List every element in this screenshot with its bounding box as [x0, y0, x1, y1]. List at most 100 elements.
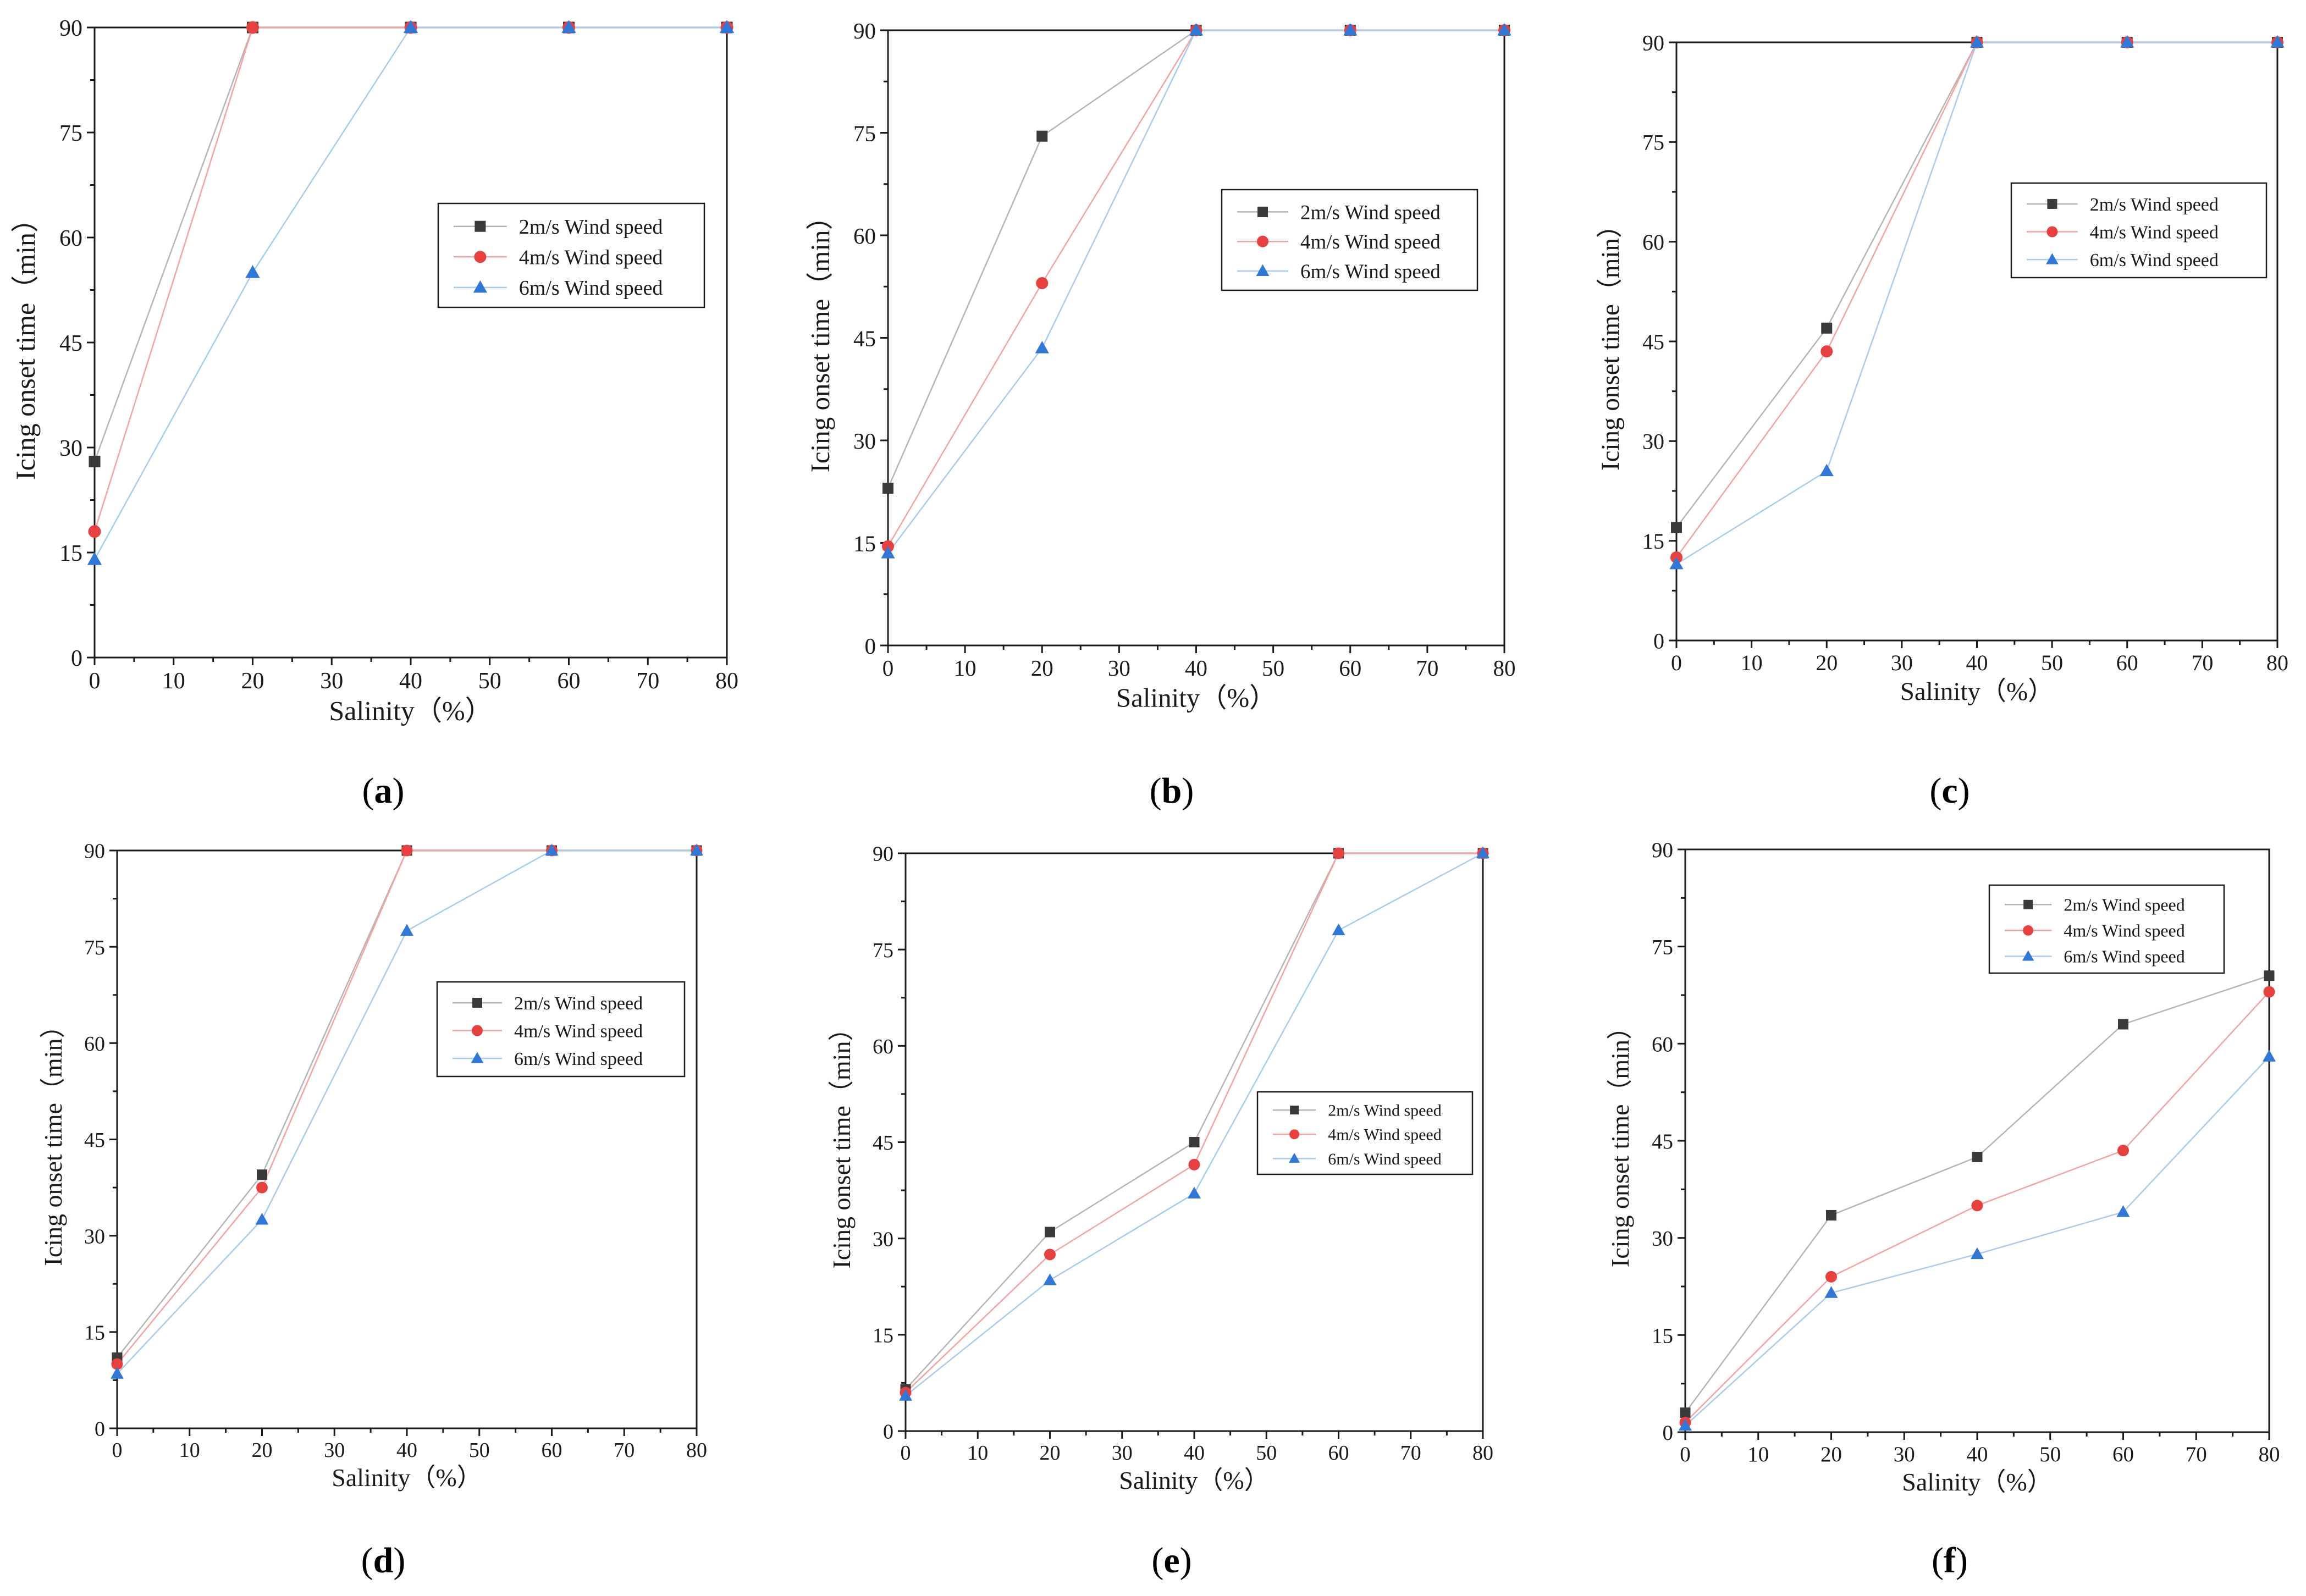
x-tick-label: 70 — [636, 669, 659, 694]
data-point-3 — [1824, 1286, 1838, 1298]
data-point-2 — [2117, 1145, 2129, 1157]
y-tick-label: 30 — [1642, 429, 1664, 454]
x-tick-label: 50 — [478, 669, 501, 694]
legend-marker — [472, 1025, 483, 1036]
legend-marker — [471, 1052, 484, 1063]
legend-label: 6m/s Wind speed — [519, 277, 663, 300]
x-tick-label: 60 — [542, 1439, 562, 1462]
x-tick-label: 50 — [1262, 655, 1284, 681]
x-tick-label: 80 — [1493, 655, 1516, 681]
x-tick-label: 30 — [320, 669, 343, 694]
series-line-3 — [1676, 41, 2277, 565]
legend-marker — [2022, 950, 2034, 961]
y-tick-label: 15 — [1652, 1324, 1673, 1348]
y-tick-label: 0 — [1663, 1421, 1674, 1445]
x-axis-title: Salinity（%） — [1902, 1468, 2052, 1496]
y-tick-label: 30 — [59, 436, 82, 461]
y-tick-label: 30 — [853, 428, 876, 454]
x-tick-label: 70 — [614, 1439, 635, 1462]
chart-panel-c: 0 10 20 30 40 50 60 70 80 0 15 30 45 60 75 90 Salinity（%… — [1596, 30, 2288, 811]
data-point-3 — [87, 552, 102, 565]
legend: 2m/s Wind speed 4m/s Wind speed 6m/s Wind … — [1221, 189, 1479, 291]
y-tick-label: 90 — [1642, 30, 1664, 55]
data-point-1 — [1972, 1151, 1983, 1162]
data-point-2 — [88, 525, 101, 538]
chart-panel-a: 0 10 20 30 40 50 60 70 80 0 15 30 45 60 75 90 Salinity（%… — [10, 16, 738, 811]
data-point-3 — [881, 546, 895, 559]
data-point-1 — [1045, 1227, 1055, 1238]
data-point-2 — [1036, 277, 1049, 290]
data-point-3 — [2116, 1205, 2130, 1217]
x-tick-label: 30 — [1108, 655, 1130, 681]
y-axis-title: Icing onset time（min） — [1596, 212, 1625, 471]
x-tick-label: 80 — [1472, 1442, 1493, 1465]
x-tick-label: 60 — [1328, 1442, 1349, 1465]
y-tick-label: 90 — [1652, 838, 1673, 862]
legend-label: 4m/s Wind speed — [519, 246, 663, 269]
x-tick-label: 0 — [1680, 1443, 1691, 1466]
x-tick-label: 20 — [252, 1439, 273, 1462]
data-point-3 — [690, 843, 703, 855]
data-point-3 — [1819, 463, 1834, 477]
y-tick-label: 0 — [865, 633, 876, 659]
legend-marker — [2046, 226, 2058, 238]
y-axis-title: Icing onset time（min） — [827, 1016, 856, 1269]
x-tick-label: 0 — [112, 1439, 123, 1462]
data-point-1 — [1826, 1210, 1836, 1221]
data-point-2 — [401, 844, 413, 857]
x-axis-title: Salinity（%） — [332, 1464, 482, 1492]
data-point-1 — [2264, 970, 2275, 981]
chart-panel-b: 0 10 20 30 40 50 60 70 80 0 15 30 45 60 75 90 Salinity（%… — [805, 18, 1516, 811]
legend-label: 2m/s Wind speed — [1300, 201, 1441, 224]
y-tick-label: 75 — [853, 120, 876, 146]
panel-label: (c) — [1929, 771, 1970, 811]
data-point-3 — [2263, 1050, 2276, 1062]
x-tick-label: 80 — [686, 1439, 707, 1462]
panel-label: (d) — [361, 1540, 406, 1581]
x-tick-label: 40 — [399, 669, 422, 694]
y-tick-label: 75 — [1652, 936, 1673, 959]
legend-marker — [2023, 899, 2033, 909]
data-point-2 — [2263, 986, 2275, 998]
x-tick-label: 0 — [901, 1442, 911, 1465]
legend: 2m/s Wind speed 4m/s Wind speed 6m/s Wind … — [1256, 1091, 1474, 1175]
x-tick-label: 10 — [1747, 1443, 1769, 1466]
data-point-1 — [1189, 1137, 1200, 1147]
data-point-3 — [1189, 23, 1204, 36]
y-tick-label: 0 — [95, 1418, 105, 1441]
data-point-1 — [257, 1169, 267, 1180]
panel-label: (f) — [1932, 1540, 1968, 1581]
x-tick-label: 40 — [1966, 650, 1988, 675]
data-point-2 — [246, 21, 259, 34]
x-tick-label: 10 — [162, 669, 185, 694]
data-point-1 — [2118, 1019, 2128, 1030]
y-tick-label: 0 — [1653, 628, 1664, 653]
legend-marker — [474, 251, 487, 263]
panel-label: (b) — [1150, 771, 1194, 811]
x-tick-label: 20 — [1040, 1442, 1061, 1465]
x-tick-label: 40 — [1184, 1442, 1205, 1465]
y-tick-label: 45 — [1652, 1130, 1673, 1153]
legend-marker — [1257, 206, 1268, 217]
x-tick-label: 20 — [241, 669, 264, 694]
data-point-3 — [245, 264, 260, 278]
y-tick-label: 15 — [853, 531, 876, 556]
x-tick-label: 70 — [2191, 650, 2213, 675]
chart-panel-d: 0 10 20 30 40 50 60 70 80 0 15 30 45 60 75 90 Salinity（%… — [39, 840, 707, 1581]
y-tick-label: 75 — [84, 936, 105, 959]
x-tick-label: 70 — [2186, 1443, 2207, 1466]
x-tick-label: 10 — [179, 1439, 200, 1462]
data-point-3 — [899, 1389, 912, 1401]
y-tick-label: 15 — [59, 541, 82, 566]
legend: 2m/s Wind speed 4m/s Wind speed 6m/s Wind … — [437, 202, 705, 308]
data-point-2 — [1820, 345, 1833, 358]
data-point-3 — [545, 843, 559, 855]
panel-label: (e) — [1151, 1540, 1191, 1581]
x-axis-title: Salinity（%） — [329, 695, 492, 726]
y-tick-label: 75 — [873, 939, 893, 962]
x-tick-label: 50 — [1256, 1442, 1277, 1465]
data-point-3 — [403, 20, 418, 33]
x-tick-label: 20 — [1031, 655, 1053, 681]
x-axis-title: Salinity（%） — [1900, 677, 2054, 706]
